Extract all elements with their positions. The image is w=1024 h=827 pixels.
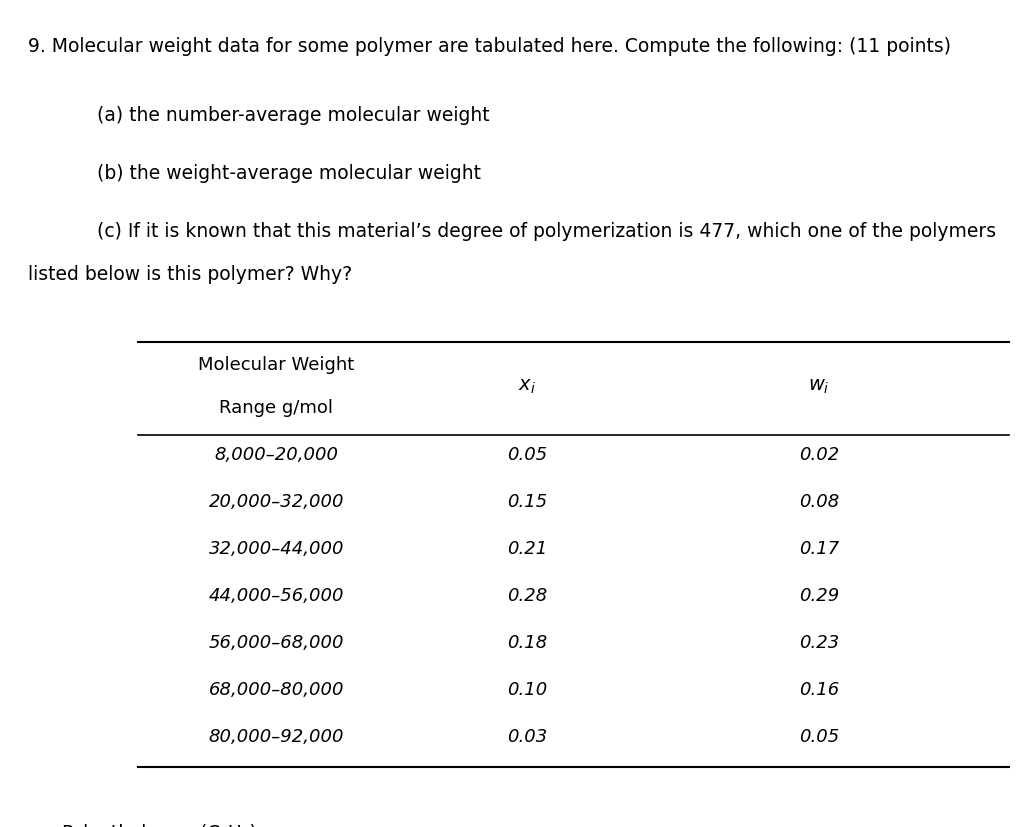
Text: 0.28: 0.28: [507, 586, 548, 605]
Text: 0.02: 0.02: [799, 446, 840, 464]
Text: 0.29: 0.29: [799, 586, 840, 605]
Text: 0.10: 0.10: [507, 681, 548, 698]
Text: 80,000–92,000: 80,000–92,000: [209, 727, 344, 745]
Text: 8,000–20,000: 8,000–20,000: [214, 446, 339, 464]
Text: Range g/mol: Range g/mol: [219, 399, 334, 417]
Text: Molecular Weight: Molecular Weight: [199, 356, 354, 374]
Text: 44,000–56,000: 44,000–56,000: [209, 586, 344, 605]
Text: listed below is this polymer? Why?: listed below is this polymer? Why?: [28, 265, 352, 284]
Text: $w_i$: $w_i$: [808, 377, 830, 396]
Text: Polyethylene—(C₂H₄)ₙ;: Polyethylene—(C₂H₄)ₙ;: [61, 823, 271, 827]
Text: 0.08: 0.08: [799, 493, 840, 510]
Text: (a) the number-average molecular weight: (a) the number-average molecular weight: [97, 106, 489, 125]
Text: 0.03: 0.03: [507, 727, 548, 745]
Text: 0.05: 0.05: [507, 446, 548, 464]
Text: 20,000–32,000: 20,000–32,000: [209, 493, 344, 510]
Text: 68,000–80,000: 68,000–80,000: [209, 681, 344, 698]
Text: 56,000–68,000: 56,000–68,000: [209, 633, 344, 652]
Text: $x_i$: $x_i$: [518, 377, 537, 396]
Text: (c) If it is known that this material’s degree of polymerization is 477, which o: (c) If it is known that this material’s …: [97, 222, 996, 241]
Text: 32,000–44,000: 32,000–44,000: [209, 539, 344, 557]
Text: 0.16: 0.16: [799, 681, 840, 698]
Text: 0.05: 0.05: [799, 727, 840, 745]
Text: 9. Molecular weight data for some polymer are tabulated here. Compute the follow: 9. Molecular weight data for some polyme…: [28, 37, 950, 56]
Text: 0.18: 0.18: [507, 633, 548, 652]
Text: 0.15: 0.15: [507, 493, 548, 510]
Text: 0.17: 0.17: [799, 539, 840, 557]
Text: (b) the weight-average molecular weight: (b) the weight-average molecular weight: [97, 164, 481, 183]
Text: 0.23: 0.23: [799, 633, 840, 652]
Text: 0.21: 0.21: [507, 539, 548, 557]
